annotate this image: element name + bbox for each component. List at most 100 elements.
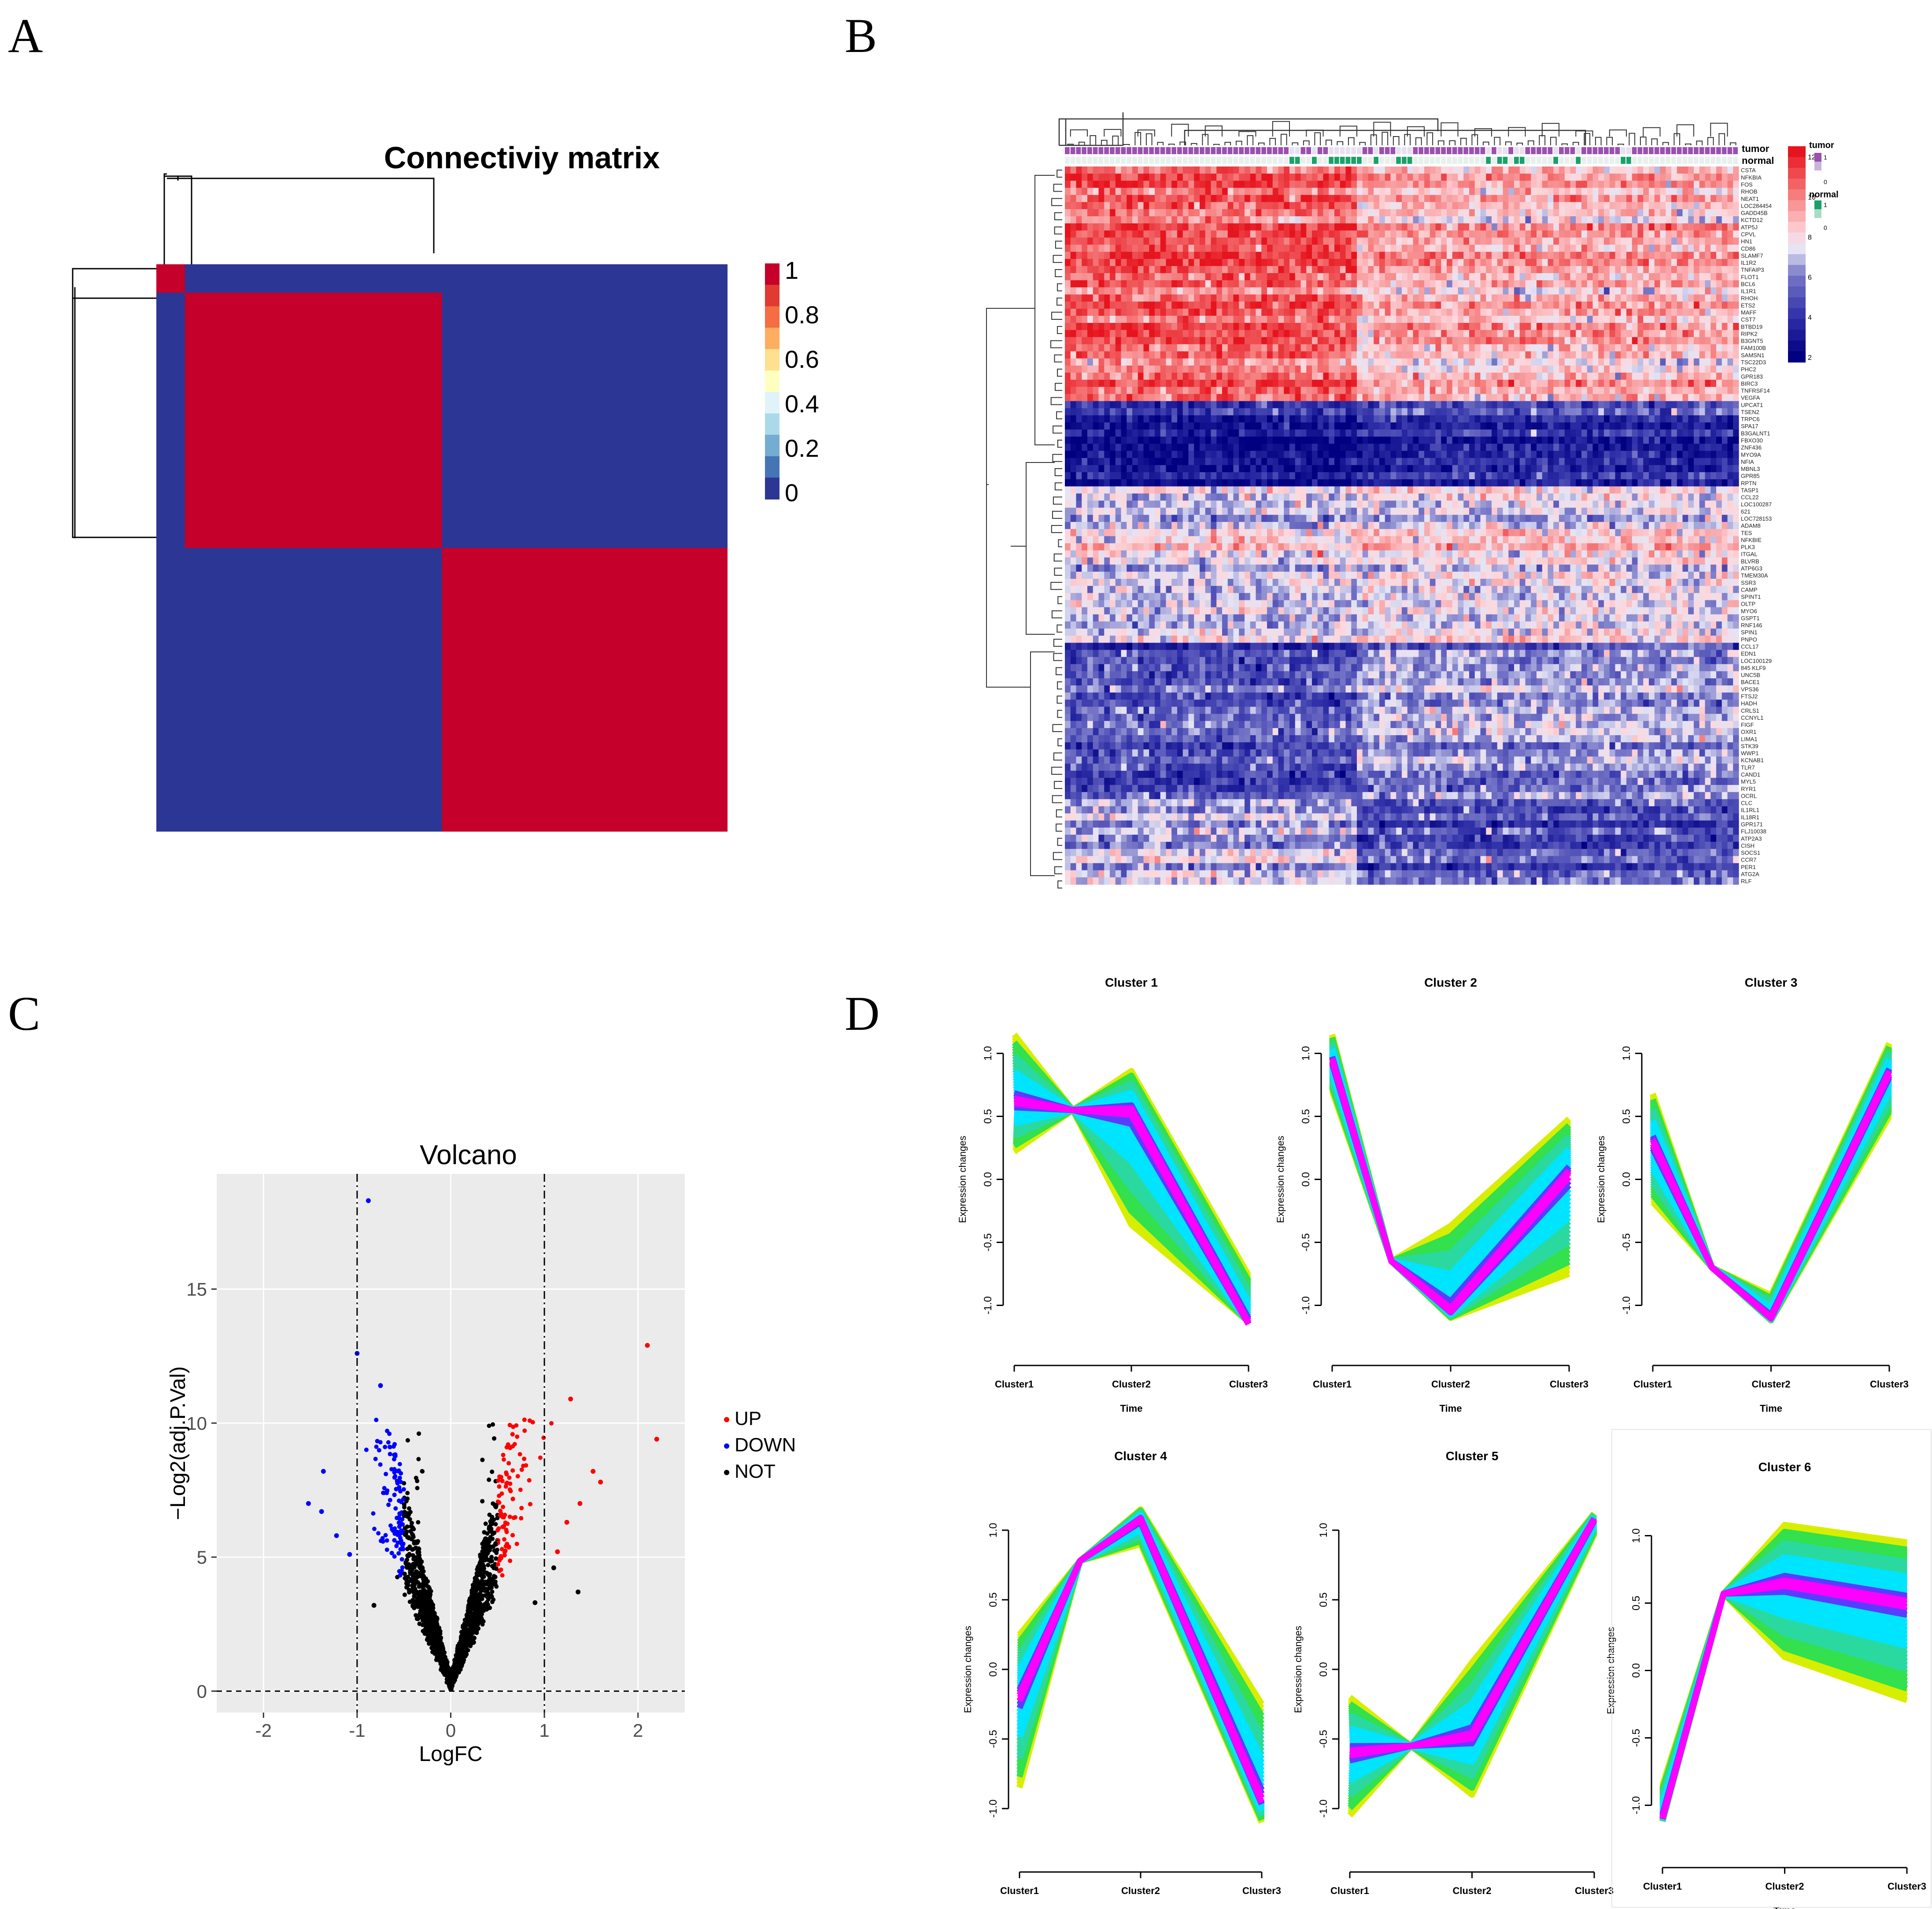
colorbar-segment (765, 456, 779, 478)
gene-label: ETS2 (1741, 302, 1755, 309)
cluster-y-label: Expression changes (957, 1136, 968, 1223)
normal-track-cell (1671, 157, 1676, 164)
cluster-chart-4: 1.0 0.5 0.0 -0.5 -1.0 Cluster1 Cluster2 Cluster… (962, 1449, 1281, 1896)
cluster-y-tick-label: -0.5 (1621, 1233, 1633, 1251)
legend-label-not: NOT (735, 1461, 776, 1482)
tumor-track-cell (1480, 147, 1485, 154)
normal-track-cell (1295, 157, 1300, 164)
gene-label: RNF146 (1741, 622, 1762, 629)
tumor-track-cell (1121, 147, 1126, 154)
normal-track-cell (1463, 157, 1468, 164)
normal-track-cell (1660, 157, 1665, 164)
tumor-track-cell (1323, 147, 1328, 154)
normal-track-cell (1317, 157, 1322, 164)
tumor-track-cell (1340, 147, 1345, 154)
cluster-y-tick-label: -1.0 (982, 1296, 994, 1314)
volcano-plot-panel: -2 -1 0 1 2 0 5 10 15 Volcano LogFC −Log2(adj.P.Val… (166, 1140, 796, 1766)
tumor-track-cell (1155, 147, 1160, 154)
cluster-y-label: Expression changes (1596, 1136, 1607, 1223)
normal-track-cell (1115, 157, 1120, 164)
tumor-track-cell (1570, 147, 1575, 154)
tumor-track-cell (1317, 147, 1322, 154)
gene-label: B3GALNT1 (1741, 430, 1770, 437)
tumor-track-cell (1177, 147, 1182, 154)
tumor-track-cell (1272, 147, 1278, 154)
normal-track-cell (1503, 157, 1508, 164)
normal-track-cell (1250, 157, 1255, 164)
gene-label: B3GNT5 (1741, 338, 1763, 344)
tumor-track-cell (1458, 147, 1463, 154)
cluster-y-tick-label: -0.5 (1630, 1729, 1642, 1747)
cluster-core-line (1330, 1059, 1571, 1316)
tumor-track-cell (1682, 147, 1688, 154)
heatmap-row-dendrogram (986, 170, 1062, 889)
volcano-outlier-up (598, 1480, 603, 1485)
legend-label-up: UP (735, 1408, 761, 1429)
gene-label: OLTP (1741, 601, 1755, 607)
gene-label: TES (1741, 529, 1752, 536)
normal-track-cell (1615, 157, 1620, 164)
tumor-track-cell (1688, 147, 1693, 154)
cluster-y-tick-label: -0.5 (1300, 1233, 1312, 1251)
gene-label: VPS36 (1741, 686, 1758, 692)
cluster-y-tick-label: 0.0 (987, 1662, 999, 1676)
tumor-track-cell (1351, 147, 1356, 154)
volcano-x-label: LogFC (419, 1743, 482, 1766)
cluster-title: Cluster 1 (1105, 976, 1158, 989)
y-tick-label: 0 (197, 1681, 207, 1702)
tumor-track-cell (1261, 147, 1266, 154)
tumor-track-cell (1654, 147, 1659, 154)
tumor-track-cell (1402, 147, 1407, 154)
normal-track-cell (1666, 157, 1670, 164)
legend-dot-down (724, 1443, 729, 1449)
matrix-block-2 (185, 292, 442, 548)
tumor-track-cell (1143, 147, 1149, 154)
cluster-x-tick-label: Cluster2 (1112, 1379, 1151, 1390)
tumor-track-cell (1312, 147, 1317, 154)
gene-label: NFKBIE (1741, 536, 1762, 543)
normal-track-cell (1452, 157, 1457, 164)
gene-label: CCR7 (1741, 857, 1756, 863)
tumor-track-cell (1447, 147, 1452, 154)
cluster-y-tick-label: 0.5 (1630, 1596, 1642, 1610)
gene-label: FBXO30 (1741, 437, 1763, 444)
tumor-track-cell (1576, 147, 1581, 154)
x-tick-label: 2 (633, 1720, 643, 1741)
legend-label-down: DOWN (735, 1434, 796, 1456)
tumor-track-cell (1182, 147, 1188, 154)
tumor-track-cell (1413, 147, 1418, 154)
tumor-track-cell (1227, 147, 1233, 154)
normal-track-cell (1205, 157, 1210, 164)
tumor-track-cell (1699, 147, 1704, 154)
legend-scale-segment (1788, 178, 1806, 190)
tumor-track-cell (1295, 147, 1300, 154)
gene-expression-heatmap (1065, 166, 1739, 885)
tumor-track-cell (1424, 147, 1429, 154)
gene-label: BACE1 (1741, 679, 1760, 685)
normal-track-cell (1637, 157, 1643, 164)
gene-label: GPR85 (1741, 473, 1760, 479)
tumor-track-cell (1514, 147, 1519, 154)
normal-track-cell (1435, 157, 1441, 164)
gene-label: OXR1 (1741, 729, 1756, 735)
legend-scale-segment (1788, 308, 1806, 319)
tumor-track-cell (1194, 147, 1199, 154)
normal-track-cell (1480, 157, 1485, 164)
cluster-y-tick-label: 0.0 (982, 1172, 994, 1187)
normal-track-cell (1374, 157, 1378, 164)
gene-label: MYL5 (1741, 778, 1756, 785)
volcano-outlier-up (577, 1501, 583, 1506)
legend-scale-tick: 4 (1808, 314, 1812, 322)
volcano-outlier-up (645, 1343, 650, 1348)
gene-label: LOC100129 (1741, 658, 1772, 664)
cluster-y-tick-label: 1.0 (1318, 1523, 1330, 1537)
cluster-y-tick-label: 1.0 (987, 1523, 999, 1537)
normal-track-cell (1649, 157, 1654, 164)
cluster-chart-6: 1.0 0.5 0.0 -0.5 -1.0 Cluster1 Cluster2 Cluster… (1605, 1460, 1926, 1909)
tumor-track-cell (1289, 147, 1294, 154)
column-dendrogram (163, 173, 435, 264)
normal-track-cell (1514, 157, 1519, 164)
gene-label: CD86 (1741, 245, 1755, 252)
colorbar-segment (765, 349, 779, 371)
tumor-track-cell (1430, 147, 1435, 154)
